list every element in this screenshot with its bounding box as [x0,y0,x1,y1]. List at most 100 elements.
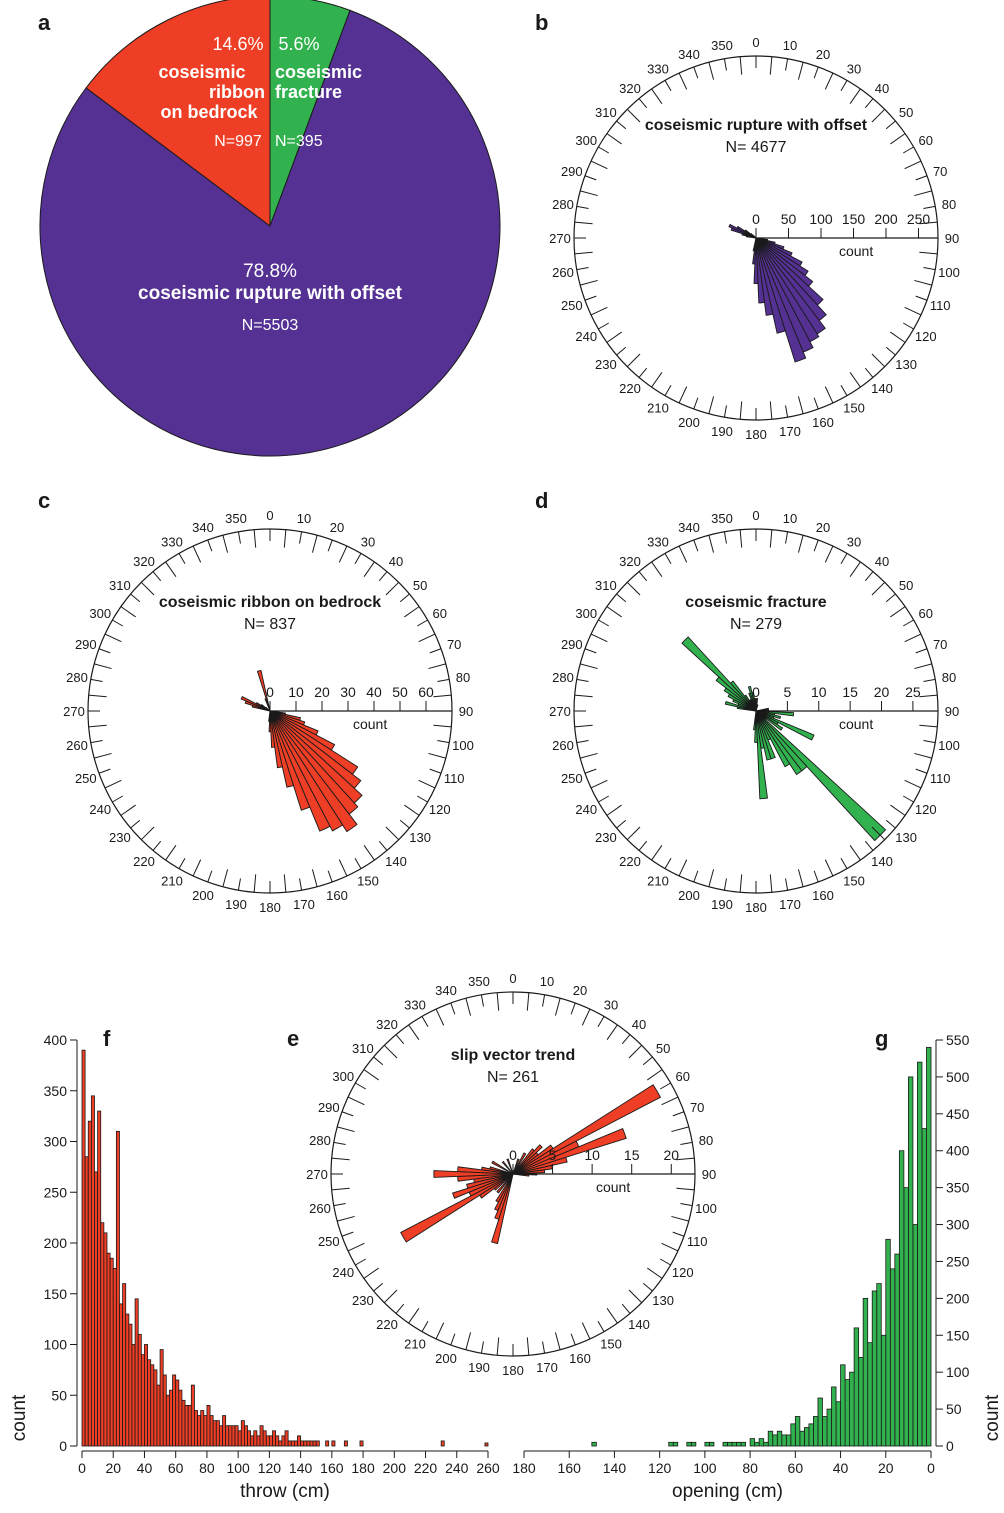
rose-tick [919,724,938,728]
histogram-bar [758,1438,765,1447]
x-tick-label: 40 [137,1460,153,1476]
rose-petal [269,710,358,833]
y-tick-label: 200 [946,1290,970,1306]
rose-azimuth-label: 120 [429,802,451,817]
rose-petal [729,680,757,712]
histogram-bar [128,1323,133,1447]
rose-petal [269,710,311,811]
rose-azimuth-label: 50 [899,578,913,593]
histogram-bar [162,1374,167,1447]
rose-tick [385,826,400,841]
histogram-bar [262,1430,267,1447]
rose-azimuth-label: 90 [945,704,959,719]
rose-tick [813,397,819,410]
histogram-bar [119,1303,123,1447]
rose-azimuth-label: 340 [678,520,700,535]
y-tick-label: 150 [44,1286,68,1302]
rose-tick [590,633,608,643]
histogram-bar [831,1386,837,1447]
rose-tick [363,561,375,577]
rose-tick [480,1341,484,1354]
rose-azimuth-label: 340 [435,983,457,998]
x-tick-label: 120 [648,1460,672,1476]
rose-tick [890,606,906,618]
rose-count-label: count [596,1179,630,1195]
histogram-bar [106,1252,111,1447]
rose-tick [638,840,648,851]
histogram-bar [808,1423,814,1447]
rose-azimuth-label: 80 [942,197,956,212]
rose-tick [98,768,111,774]
rose-azimuth-label: 210 [161,874,183,889]
rose-tick [404,606,420,618]
rose-petal [452,1173,514,1199]
rose-tick [616,120,627,130]
rose-count-tick-label: 5 [549,1147,557,1163]
rose-tick [651,561,663,577]
rose-azimuth-label: 20 [816,47,830,62]
rose-azimuth-label: 270 [63,704,85,719]
rose-tick [797,535,804,553]
rose-tick [373,1056,384,1066]
x-tick-label: 240 [445,1460,469,1476]
pie-label-n-fracture: N=395 [275,133,323,150]
rose-azimuth-label: 100 [695,1201,717,1216]
rose-tick [98,648,111,654]
rose-n-label: N= 279 [730,616,782,633]
rose-azimuth-label: 180 [259,900,281,915]
histogram-bar [331,1440,336,1447]
rose-tick [708,62,715,80]
histogram-bar [440,1440,445,1447]
rose-tick [554,1332,561,1350]
rose-tick [739,529,743,548]
histogram-bar [253,1430,258,1447]
y-tick-label: 100 [946,1364,970,1380]
rose-tick [626,826,641,841]
histogram-bar [822,1416,828,1447]
rose-tick [542,1341,546,1354]
rose-tick [664,384,672,396]
rose-petal [433,1170,514,1178]
rose-azimuth-label: 200 [678,888,700,903]
rose-tick [341,1111,354,1117]
histogram-bar [268,1435,273,1447]
rose-petal [496,1173,514,1194]
rose-azimuth-label: 160 [569,1351,591,1366]
rose-tick [192,545,202,563]
x-tick-label: 160 [320,1460,344,1476]
rose-petal [269,710,295,788]
rose-tick [331,1187,350,1191]
rose-tick [739,56,743,75]
histogram-bar [917,1061,923,1447]
rose-tick [408,1308,420,1324]
histogram-bar [287,1440,292,1447]
rose-azimuth-label: 10 [297,511,311,526]
rose-tick [606,1024,618,1040]
histogram-bar [876,1283,882,1447]
rose-tick [904,633,922,643]
rose-tick [433,724,452,728]
rose-azimuth-label: 350 [711,511,733,526]
rose-tick [395,1034,405,1045]
y-tick-label: 400 [44,1032,68,1048]
rose-tick [140,581,155,596]
histogram-bar [165,1394,170,1447]
y-tick-label: 100 [44,1337,68,1353]
rose-tick [919,221,938,225]
rose-tick [94,663,112,670]
y-tick-label: 400 [946,1143,970,1159]
x-tick-label: 120 [258,1460,282,1476]
rose-count-tick-label: 20 [874,684,890,700]
histogram-bar [704,1441,710,1447]
rose-tick [165,845,177,861]
histogram-bar [115,1130,120,1447]
rose-petal [495,1173,514,1203]
rose-count-tick-label: 150 [842,211,866,227]
histogram-bar [109,1257,114,1447]
rose-tick [104,633,122,643]
rose-tick [723,58,727,71]
histogram-bar [853,1327,860,1447]
rose-tick [606,133,622,145]
rose-azimuth-label: 60 [919,133,933,148]
histogram-bar [871,1290,878,1447]
